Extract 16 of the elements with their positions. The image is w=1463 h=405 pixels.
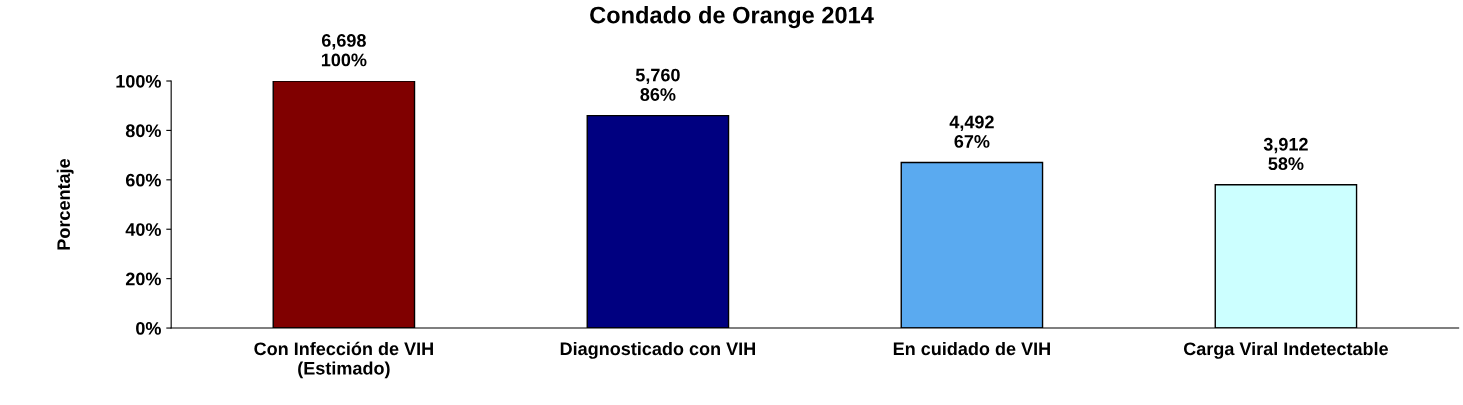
y-tick-label: 60% [125, 173, 161, 187]
data-label: 4,492 67% [949, 115, 994, 148]
x-tick-label: Diagnosticado con VIH [560, 341, 755, 359]
y-tick-label: 40% [125, 223, 161, 236]
x-tick-label: Carga Viral Indetectable [1183, 341, 1388, 359]
y-tick-label: 20% [125, 272, 161, 286]
data-label: 6,698 100% [321, 34, 367, 67]
y-tick-label: 100% [116, 74, 161, 88]
data-label: 5,760 86% [635, 68, 680, 101]
y-axis-title: Porcentaje [56, 158, 74, 250]
x-tick-label: Con Infección de VIH (Estimado) [254, 341, 433, 379]
data-label: 3,912 58% [1263, 137, 1308, 171]
y-tick-label: 80% [125, 124, 161, 138]
y-tick-label: 0% [136, 321, 161, 335]
x-tick-label: En cuidado de VIH [893, 341, 1050, 356]
chart-title: Condado de Orange 2014 [590, 6, 874, 29]
